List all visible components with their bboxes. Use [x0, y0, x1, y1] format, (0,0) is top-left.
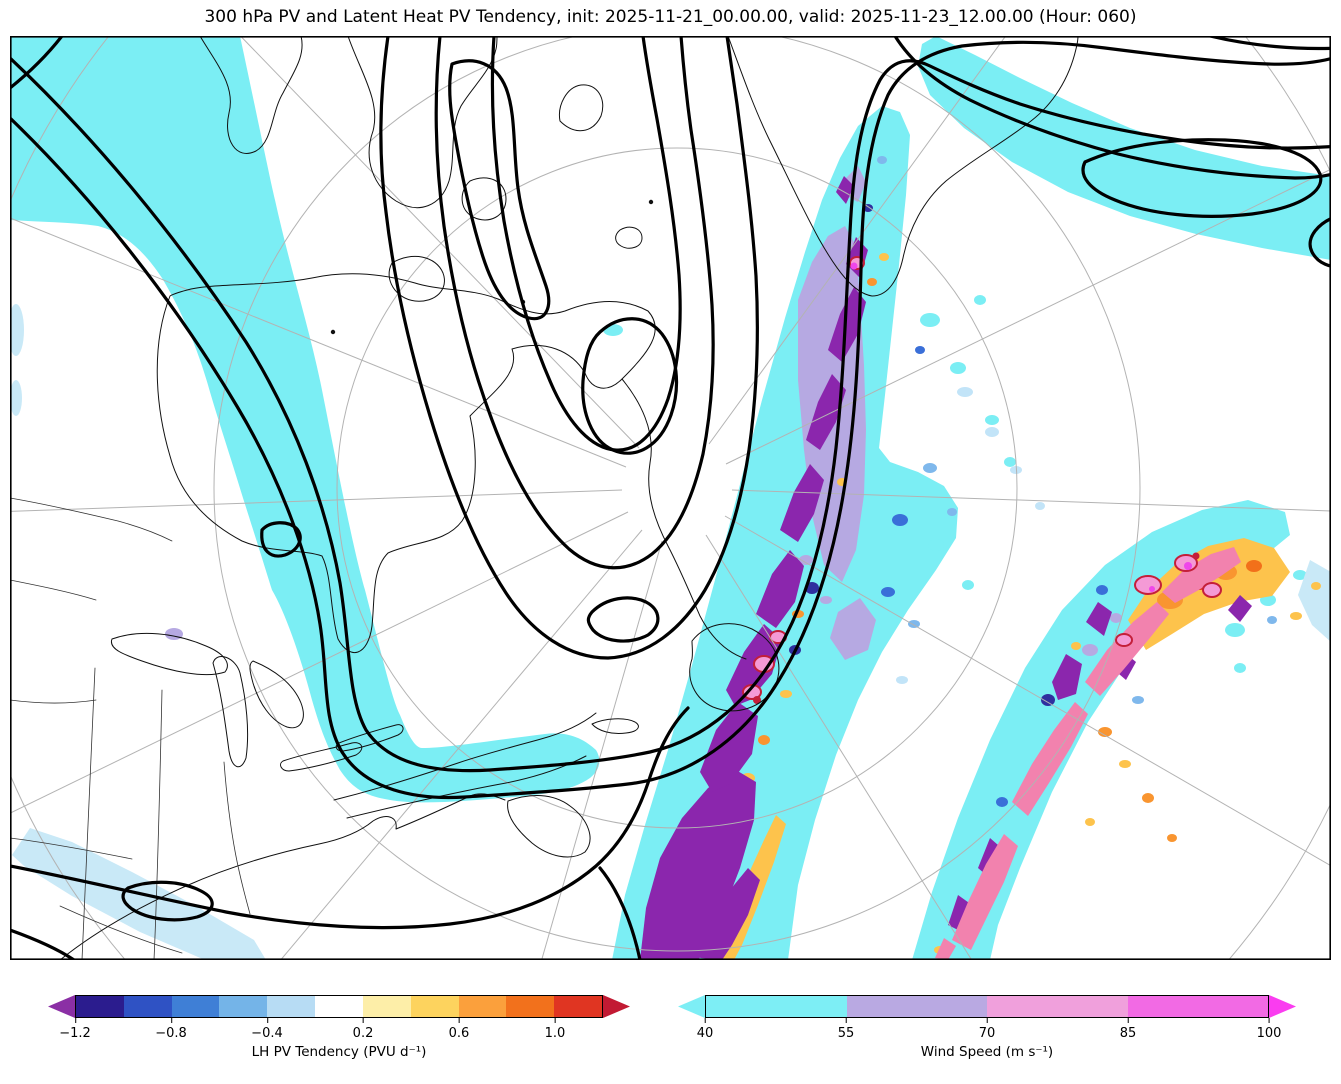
- wind-colorbar-label: Wind Speed (m s⁻¹): [920, 1044, 1054, 1060]
- colorbar-tick-label: 85: [1119, 1018, 1137, 1041]
- figure-title: 300 hPa PV and Latent Heat PV Tendency, …: [204, 7, 1137, 27]
- colorbar-segment: [123, 996, 172, 1017]
- colorbar-segment: [458, 996, 507, 1017]
- colorbar-segment: [987, 996, 1128, 1017]
- colorbar-segment: [171, 996, 220, 1017]
- colorbar-segment: [846, 996, 987, 1017]
- colorbar-segment: [506, 996, 555, 1017]
- colorbar-tick-label: 55: [837, 1018, 855, 1041]
- lh-pv-colorbar: −1.2 −0.8 −0.4 0.2 0.6 1.0 LH PV Tendency (PV…: [48, 995, 630, 1060]
- map-canvas: [10, 36, 1331, 960]
- colorbar-tick-label: 70: [978, 1018, 996, 1041]
- colorbar-segment: [362, 996, 411, 1017]
- wind-colorbar-segments: [705, 995, 1269, 1018]
- colorbar-segment: [706, 996, 847, 1017]
- colorbar-segment: [76, 996, 124, 1017]
- colorbar-tick-label: −1.2: [59, 1018, 91, 1041]
- lh-colorbar-ticks: −1.2 −0.8 −0.4 0.2 0.6 1.0: [59, 1018, 603, 1044]
- colorbar-segment: [315, 996, 363, 1017]
- lh-tendency-shading-layer: [640, 156, 1321, 960]
- wind-speed-colorbar: 40 55 70 85 100 Wind Speed (m s⁻¹): [678, 995, 1296, 1060]
- colorbar-segment: [1127, 996, 1268, 1017]
- colorbar-extend-left-arrow: [678, 995, 705, 1018]
- colorbar-segment: [219, 996, 268, 1017]
- colorbar-tick-label: 1.0: [544, 1018, 566, 1041]
- colorbar-tick-label: −0.8: [155, 1018, 187, 1041]
- lh-colorbar-segments: [75, 995, 603, 1018]
- colorbar-segment: [410, 996, 459, 1017]
- colorbar-segment: [267, 996, 316, 1017]
- map-border: [10, 36, 1331, 960]
- pv-contour-layer: [10, 36, 1331, 960]
- wind-colorbar-ticks: 40 55 70 85 100: [697, 1018, 1281, 1044]
- colorbar-extend-right-arrow: [603, 995, 630, 1018]
- colorbar-tick-label: 40: [696, 1018, 714, 1041]
- colorbar-tick-label: 0.2: [352, 1018, 374, 1041]
- lh-colorbar-label: LH PV Tendency (PVU d⁻¹): [251, 1044, 427, 1060]
- coastline-layer: [10, 36, 1079, 960]
- colorbar-tick-label: 0.6: [448, 1018, 470, 1041]
- colorbar-extend-right-arrow: [1269, 995, 1296, 1018]
- colorbar-extend-left-arrow: [48, 995, 75, 1018]
- colorbar-tick-label: 100: [1256, 1018, 1282, 1041]
- colorbar-segment: [554, 996, 602, 1017]
- colorbar-tick-label: −0.4: [251, 1018, 283, 1041]
